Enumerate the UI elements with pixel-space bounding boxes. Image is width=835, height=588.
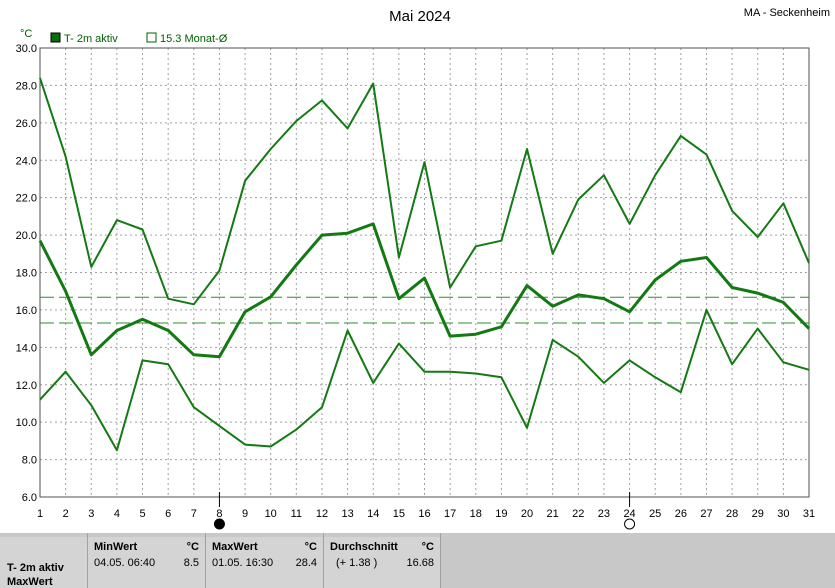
footer-avg-header: Durchschnitt — [330, 541, 398, 553]
x-tick-label: 28 — [726, 508, 738, 520]
x-tick-label: 2 — [63, 508, 69, 520]
y-tick-label: 6.0 — [22, 492, 37, 504]
x-tick-label: 22 — [572, 508, 584, 520]
x-tick-label: 19 — [495, 508, 507, 520]
legend-mean-label: 15.3 Monat-Ø — [160, 33, 228, 45]
x-tick-label: 15 — [393, 508, 405, 520]
footer-min-unit: °C — [186, 541, 199, 553]
x-tick-label: 23 — [598, 508, 610, 520]
x-tick-label: 31 — [803, 508, 815, 520]
x-tick-label: 30 — [777, 508, 789, 520]
y-tick-label: 14.0 — [16, 342, 37, 354]
footer-avg-cell: Durchschnitt °C (+ 1.38 ) 16.68 — [324, 537, 440, 588]
series-line-max — [39, 77, 810, 306]
footer-separator — [323, 533, 324, 588]
plot-frame — [39, 47, 810, 498]
footer-maxwert-label: MaxWert — [7, 576, 53, 588]
footer-max-cell: MaxWert °C 01.05. 16:30 28.4 — [206, 537, 323, 588]
station-name: MA - Seckenheim — [744, 7, 830, 19]
footer-avg-delta: (+ 1.38 ) — [336, 557, 378, 569]
x-tick-label: 18 — [470, 508, 482, 520]
moon-markers — [213, 492, 636, 530]
temperature-chart: Mai 2024 MA - Seckenheim °C T- 2m aktiv … — [16, 7, 830, 530]
y-tick-label: 16.0 — [16, 305, 37, 317]
y-tick-label: 18.0 — [16, 268, 37, 280]
legend-swatch-mean — [146, 32, 157, 43]
footer-min-cell: MinWert °C 04.05. 06:40 8.5 — [88, 537, 205, 588]
x-tick-label: 29 — [752, 508, 764, 520]
footer-avg-value: 16.68 — [406, 557, 434, 569]
x-tick-label: 3 — [88, 508, 94, 520]
x-tick-label: 14 — [367, 508, 379, 520]
y-tick-label: 26.0 — [16, 118, 37, 130]
y-tick-label: 28.0 — [16, 80, 37, 92]
y-tick-label: 20.0 — [16, 230, 37, 242]
footer-separator — [87, 533, 88, 588]
footer-max-unit: °C — [304, 541, 317, 553]
x-tick-label: 24 — [623, 508, 635, 520]
y-tick-labels: 6.0 8.0 10.0 12.0 14.0 16.0 18.0 20.0 22.0 24.0 26… — [16, 43, 37, 504]
x-tick-label: 12 — [316, 508, 328, 520]
footer-max-header: MaxWert — [212, 541, 258, 553]
y-tick-label: 8.0 — [22, 455, 37, 467]
x-tick-label: 4 — [114, 508, 120, 520]
footer-min-header: MinWert — [94, 541, 138, 553]
x-tick-label: 21 — [547, 508, 559, 520]
footer-row-labels: T- 2m aktiv MaxWert — [0, 537, 87, 588]
legend-swatch-series — [50, 32, 61, 43]
y-tick-label: 22.0 — [16, 193, 37, 205]
chart-title: Mai 2024 — [389, 8, 451, 25]
x-tick-label: 10 — [265, 508, 277, 520]
x-tick-label: 9 — [242, 508, 248, 520]
x-tick-label: 26 — [675, 508, 687, 520]
footer-min-value: 8.5 — [183, 557, 199, 569]
footer-max-datetime: 01.05. 16:30 — [212, 557, 274, 569]
series-lines — [38, 77, 811, 452]
grid — [39, 47, 810, 498]
x-tick-label: 20 — [521, 508, 533, 520]
y-tick-label: 12.0 — [16, 380, 37, 392]
new-moon-icon — [624, 518, 636, 530]
footer-series-label: T- 2m aktiv — [7, 562, 64, 574]
y-axis-unit: °C — [20, 28, 32, 40]
x-tick-label: 5 — [139, 508, 145, 520]
x-tick-label: 16 — [418, 508, 430, 520]
y-tick-label: 30.0 — [16, 43, 37, 55]
x-tick-label: 1 — [37, 508, 43, 520]
x-tick-label: 13 — [341, 508, 353, 520]
stats-footer: T- 2m aktiv MaxWert MinWert °C 04.05. 06… — [0, 533, 835, 588]
x-tick-label: 8 — [216, 508, 222, 520]
footer-separator — [205, 533, 206, 588]
reference-lines — [40, 296, 809, 324]
legend-series-label: T- 2m aktiv — [64, 33, 118, 45]
footer-avg-unit: °C — [421, 541, 434, 553]
x-tick-label: 6 — [165, 508, 171, 520]
x-tick-label: 27 — [700, 508, 712, 520]
footer-separator — [440, 533, 441, 588]
x-tick-label: 17 — [444, 508, 456, 520]
x-tick-label: 7 — [191, 508, 197, 520]
series-line-mean — [38, 222, 811, 359]
footer-max-value: 28.4 — [295, 557, 317, 569]
full-moon-icon — [213, 518, 225, 530]
footer-min-datetime: 04.05. 06:40 — [94, 557, 156, 569]
y-tick-label: 10.0 — [16, 417, 37, 429]
series-line-min — [39, 308, 810, 452]
y-tick-label: 24.0 — [16, 155, 37, 167]
x-tick-label: 11 — [291, 508, 302, 520]
x-tick-labels: 1 2 3 4 5 6 7 8 9 10 11 12 13 14 15 16 17 18 19 20 21 22 23 24 2… — [37, 508, 815, 520]
x-tick-label: 25 — [649, 508, 661, 520]
